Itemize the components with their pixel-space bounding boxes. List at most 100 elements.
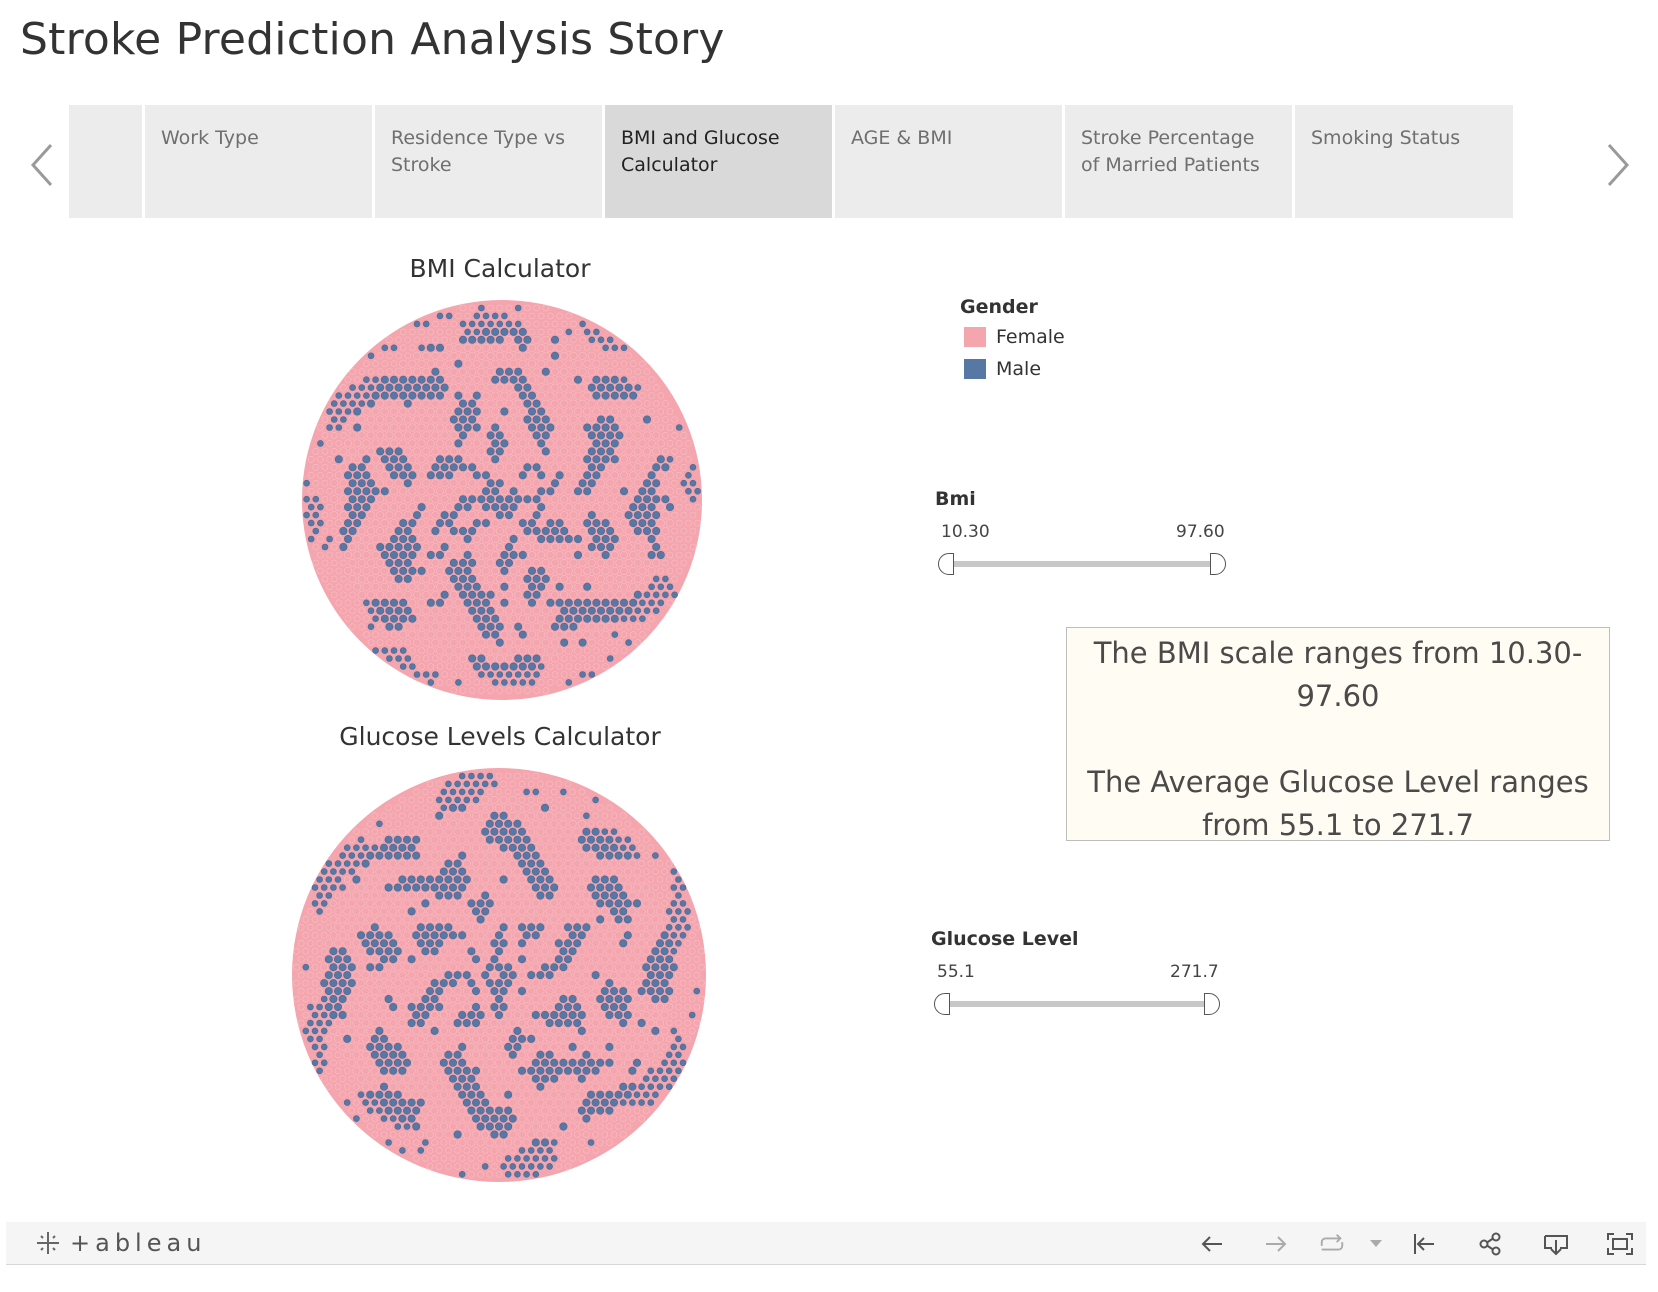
female-bubble[interactable] <box>564 780 572 788</box>
male-bubble[interactable] <box>384 1058 393 1067</box>
female-bubble[interactable] <box>335 440 343 447</box>
female-bubble[interactable] <box>495 606 504 615</box>
male-bubble[interactable] <box>357 479 366 488</box>
female-bubble[interactable] <box>297 955 305 963</box>
female-bubble[interactable] <box>361 1082 370 1091</box>
male-bubble[interactable] <box>500 1163 507 1170</box>
female-bubble[interactable] <box>514 463 523 472</box>
male-bubble[interactable] <box>367 399 376 408</box>
female-bubble[interactable] <box>537 598 546 607</box>
female-bubble[interactable] <box>614 1058 623 1067</box>
male-bubble[interactable] <box>652 1075 659 1083</box>
male-bubble[interactable] <box>536 1050 545 1059</box>
male-bubble[interactable] <box>436 551 445 560</box>
female-bubble[interactable] <box>532 638 541 647</box>
male-bubble[interactable] <box>380 391 389 400</box>
male-bubble[interactable] <box>449 463 458 472</box>
female-bubble[interactable] <box>472 1147 480 1154</box>
female-bubble[interactable] <box>326 519 333 527</box>
female-bubble[interactable] <box>560 1155 567 1162</box>
female-bubble[interactable] <box>436 679 444 686</box>
female-bubble[interactable] <box>389 859 398 868</box>
male-bubble[interactable] <box>389 1098 398 1107</box>
male-bubble[interactable] <box>587 543 596 552</box>
female-bubble[interactable] <box>662 543 669 551</box>
female-bubble[interactable] <box>412 1155 420 1162</box>
female-bubble[interactable] <box>560 383 569 392</box>
female-bubble[interactable] <box>361 1050 370 1059</box>
male-bubble[interactable] <box>431 367 440 376</box>
female-bubble[interactable] <box>542 687 550 694</box>
female-bubble[interactable] <box>486 638 495 647</box>
female-bubble[interactable] <box>646 923 655 932</box>
male-bubble[interactable] <box>569 606 578 615</box>
female-bubble[interactable] <box>385 574 394 583</box>
female-bubble[interactable] <box>436 535 445 544</box>
female-bubble[interactable] <box>417 423 426 432</box>
male-bubble[interactable] <box>482 471 491 480</box>
female-bubble[interactable] <box>541 851 550 860</box>
male-bubble[interactable] <box>435 1003 444 1012</box>
female-bubble[interactable] <box>611 360 619 367</box>
female-bubble[interactable] <box>592 630 601 639</box>
female-bubble[interactable] <box>499 859 508 868</box>
female-bubble[interactable] <box>485 1026 494 1035</box>
female-bubble[interactable] <box>578 511 587 520</box>
male-bubble[interactable] <box>541 1074 550 1083</box>
male-bubble[interactable] <box>316 1003 323 1011</box>
female-bubble[interactable] <box>449 606 458 615</box>
male-bubble[interactable] <box>619 844 627 851</box>
male-bubble[interactable] <box>675 1035 682 1043</box>
male-bubble[interactable] <box>372 647 379 654</box>
male-bubble[interactable] <box>439 931 448 940</box>
male-bubble[interactable] <box>486 772 494 780</box>
female-bubble[interactable] <box>463 375 472 384</box>
male-bubble[interactable] <box>501 312 508 320</box>
female-bubble[interactable] <box>421 1090 430 1099</box>
bmi-slider-max-handle[interactable] <box>1210 553 1226 575</box>
female-bubble[interactable] <box>619 1034 628 1043</box>
female-bubble[interactable] <box>655 1019 664 1028</box>
male-bubble[interactable] <box>646 955 655 964</box>
female-bubble[interactable] <box>551 320 559 328</box>
female-bubble[interactable] <box>472 923 481 932</box>
female-bubble[interactable] <box>606 622 615 631</box>
male-bubble[interactable] <box>329 995 338 1004</box>
female-bubble[interactable] <box>628 955 637 964</box>
male-bubble[interactable] <box>675 1051 682 1059</box>
female-bubble[interactable] <box>352 1003 361 1012</box>
male-bubble[interactable] <box>573 598 582 607</box>
female-bubble[interactable] <box>685 535 692 543</box>
male-bubble[interactable] <box>426 939 435 948</box>
female-bubble[interactable] <box>317 551 324 559</box>
female-bubble[interactable] <box>458 819 467 828</box>
male-bubble[interactable] <box>545 1019 554 1028</box>
male-bubble[interactable] <box>519 679 527 686</box>
female-bubble[interactable] <box>362 535 371 544</box>
male-bubble[interactable] <box>477 495 486 504</box>
male-bubble[interactable] <box>606 527 615 536</box>
female-bubble[interactable] <box>513 1074 522 1083</box>
female-bubble[interactable] <box>505 622 514 631</box>
male-bubble[interactable] <box>463 423 472 432</box>
female-bubble[interactable] <box>671 559 678 567</box>
female-bubble[interactable] <box>606 495 615 504</box>
female-bubble[interactable] <box>523 367 532 376</box>
female-bubble[interactable] <box>367 574 376 583</box>
female-bubble[interactable] <box>389 1082 398 1091</box>
female-bubble[interactable] <box>606 463 615 472</box>
male-bubble[interactable] <box>311 1059 319 1067</box>
female-bubble[interactable] <box>372 360 379 367</box>
female-bubble[interactable] <box>477 527 486 536</box>
female-bubble[interactable] <box>380 423 389 432</box>
female-bubble[interactable] <box>629 455 638 464</box>
female-bubble[interactable] <box>435 1082 444 1091</box>
previous-story-point-button[interactable] <box>24 138 60 192</box>
male-bubble[interactable] <box>439 1058 448 1067</box>
female-bubble[interactable] <box>376 415 385 424</box>
male-bubble[interactable] <box>333 955 342 964</box>
female-bubble[interactable] <box>671 511 678 519</box>
male-bubble[interactable] <box>656 455 665 464</box>
female-bubble[interactable] <box>340 559 347 567</box>
female-bubble[interactable] <box>449 1106 458 1115</box>
